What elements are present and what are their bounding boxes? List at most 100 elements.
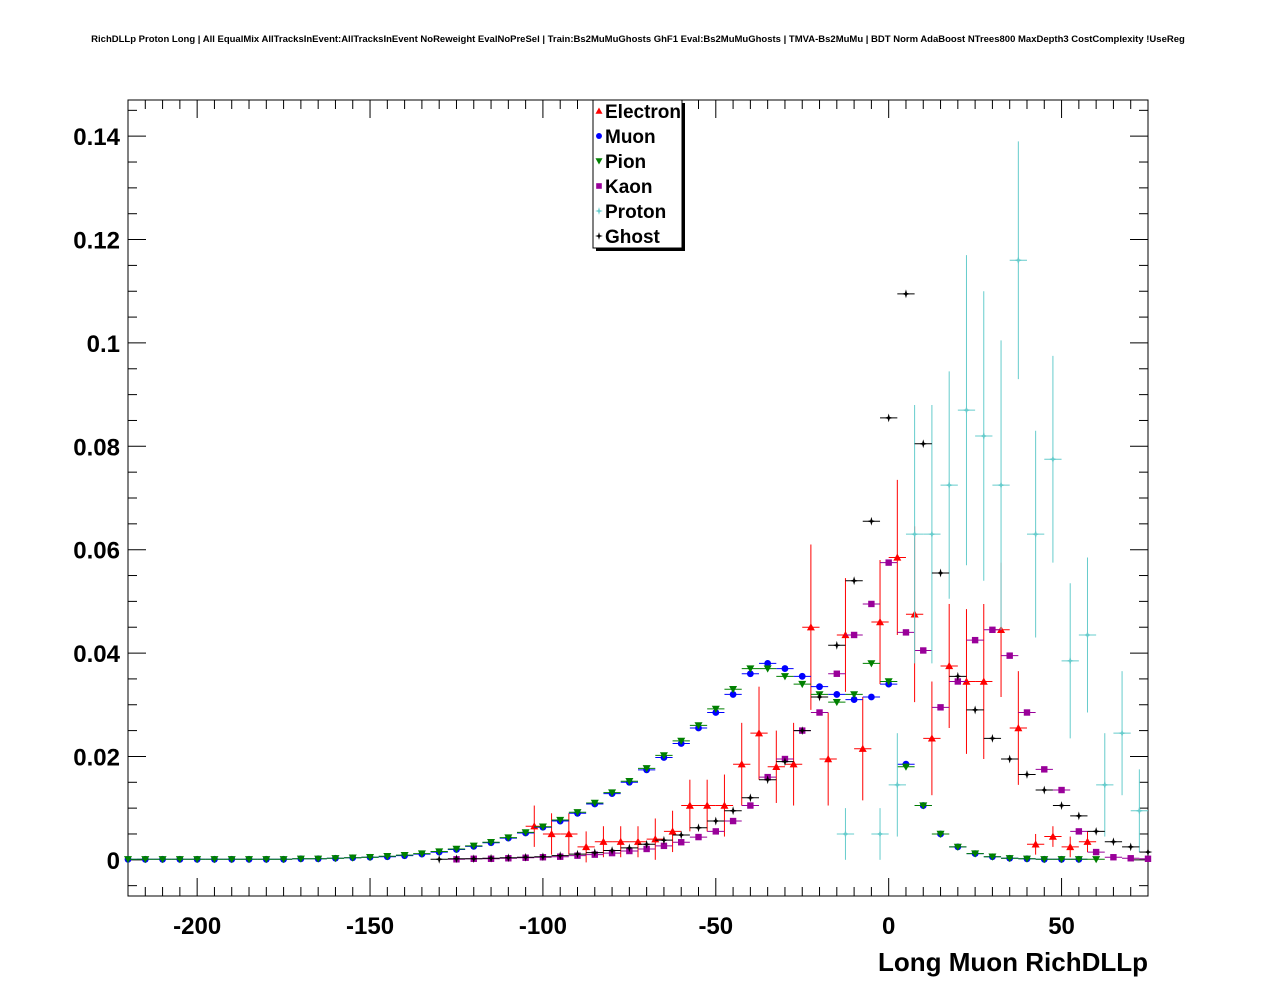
data-point-proton [1100,780,1110,790]
data-point-pion [936,830,945,838]
data-point-kaon [989,626,996,634]
data-point-electron [755,729,764,737]
series-proton [836,141,1148,860]
data-point-pion [227,856,236,864]
data-point-kaon [1127,855,1134,862]
data-point-pion [210,856,219,864]
data-point-ghost [780,757,790,767]
legend-label-pion: Pion [605,152,646,173]
data-point-electron [564,829,573,838]
y-tick-label: 0.08 [73,434,120,461]
y-tick-label: 0.02 [73,744,120,771]
x-axis-title: Long Muon RichDLLp [878,947,1148,977]
data-point-electron [789,760,798,768]
data-point-ghost [711,816,721,826]
data-point-pion [538,823,547,831]
data-point-kaon [833,670,841,677]
data-point-electron [668,827,677,835]
data-point-pion [901,763,910,771]
data-point-pion [556,816,565,825]
data-point-ghost [1091,826,1101,836]
data-point-ghost [694,823,703,833]
legend-marker-pion [595,158,603,165]
legend-marker-proton [595,207,603,215]
data-point-proton [1048,454,1058,464]
data-point-electron [599,837,608,845]
data-point-ghost [676,830,686,840]
data-point-pion [521,829,530,837]
data-point-kaon [1092,848,1100,856]
data-point-electron [927,734,936,742]
data-point-pion [694,722,703,730]
data-point-ghost [745,793,755,803]
data-point-proton [1117,728,1127,738]
data-point-pion [677,737,686,745]
data-point-kaon [712,828,719,835]
data-point-electron [547,829,556,838]
data-point-ghost [849,576,859,586]
data-point-kaon [1110,854,1117,861]
data-point-pion [608,789,617,797]
data-point-ghost [1039,785,1049,795]
data-point-ghost [1143,847,1153,857]
data-point-ghost [573,849,582,859]
data-point-muon [816,683,823,691]
legend-label-kaon: Kaon [605,177,653,198]
data-point-pion [798,680,807,689]
data-point-pion [780,673,789,681]
data-point-ghost [918,439,928,449]
data-point-ghost [521,852,531,862]
data-point-proton [944,480,954,490]
data-point-ghost [1022,770,1032,779]
x-tick-label: -50 [698,913,733,940]
x-tick-label: -150 [346,913,394,940]
y-tick-label: 0 [107,848,120,875]
data-point-pion [850,691,859,699]
series-pion [124,660,1105,864]
data-point-ghost [1005,754,1015,764]
data-point-electron [876,618,885,626]
data-point-proton [1083,630,1092,640]
data-point-proton [1065,656,1075,666]
data-point-pion [625,778,634,786]
data-point-ghost [988,733,997,743]
data-point-kaon [1006,652,1013,659]
data-point-kaon [885,559,892,566]
legend-label-electron: Electron [605,102,681,123]
data-point-pion [988,853,997,861]
data-point-electron [634,837,642,845]
data-point-ghost [1074,811,1084,821]
data-point-muon [764,660,772,667]
data-point-pion [1074,856,1083,864]
data-point-ghost [452,854,461,864]
data-point-electron [945,661,954,670]
data-point-muon [781,665,789,672]
data-point-ghost [624,843,634,853]
data-point-kaon [678,839,685,846]
data-point-electron [772,762,781,770]
data-point-electron [685,801,694,809]
x-tick-label: -200 [173,913,221,940]
data-point-pion [884,678,893,686]
data-point-ghost [486,853,496,863]
data-point-proton [1031,529,1041,539]
data-point-electron [1031,840,1040,848]
data-point-electron [824,755,833,763]
data-point-pion [971,850,980,858]
data-point-ghost [659,835,669,845]
data-point-ghost [503,853,513,863]
data-point-ghost [815,692,824,702]
data-point-pion [435,848,444,856]
data-point-proton [996,480,1006,490]
data-point-pion [158,856,167,864]
data-series [124,141,1153,864]
data-point-pion [469,842,478,850]
y-tick-label: 0.14 [73,124,120,151]
data-point-ghost [1109,837,1118,847]
data-point-proton [1013,255,1023,265]
data-point-kaon [1023,709,1031,716]
data-point-electron [1083,837,1092,845]
data-point-muon [746,670,754,678]
data-point-electron [616,837,625,845]
data-point-electron [582,842,591,851]
